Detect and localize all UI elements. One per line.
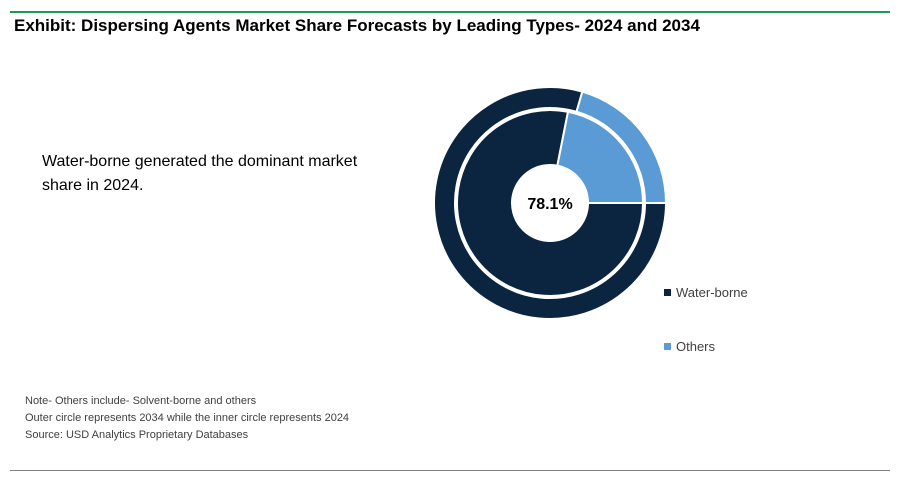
legend-label: Others (676, 339, 716, 354)
legend-label: Water-borne (676, 285, 748, 300)
outer-ring-2034 (433, 86, 668, 320)
donut-hole (512, 165, 588, 241)
source-line: Source: USD Analytics Proprietary Databa… (25, 429, 249, 441)
slice-2034-water-borne (433, 86, 668, 320)
note-line: Note- Others include- Solvent-borne and … (25, 395, 257, 407)
bottom-divider (10, 470, 890, 471)
donut-chart: 78.1% (433, 86, 668, 320)
top-divider (10, 11, 890, 13)
footnotes: Note- Others include- Solvent-borne and … (25, 393, 349, 444)
key-insight-text: Water-borne generated the dominant marke… (42, 153, 358, 194)
note-line: Outer circle represents 2034 while the i… (25, 412, 350, 424)
legend-swatch-water-borne (664, 289, 671, 297)
center-value-label: 78.1% (527, 196, 572, 213)
legend-item-water-borne: Water-borne (664, 285, 748, 300)
legend-item-others: Others (664, 339, 715, 354)
exhibit-title: Exhibit: Dispersing Agents Market Share … (14, 16, 700, 35)
slice-2034-others (575, 90, 668, 204)
legend-swatch-others (664, 343, 671, 351)
